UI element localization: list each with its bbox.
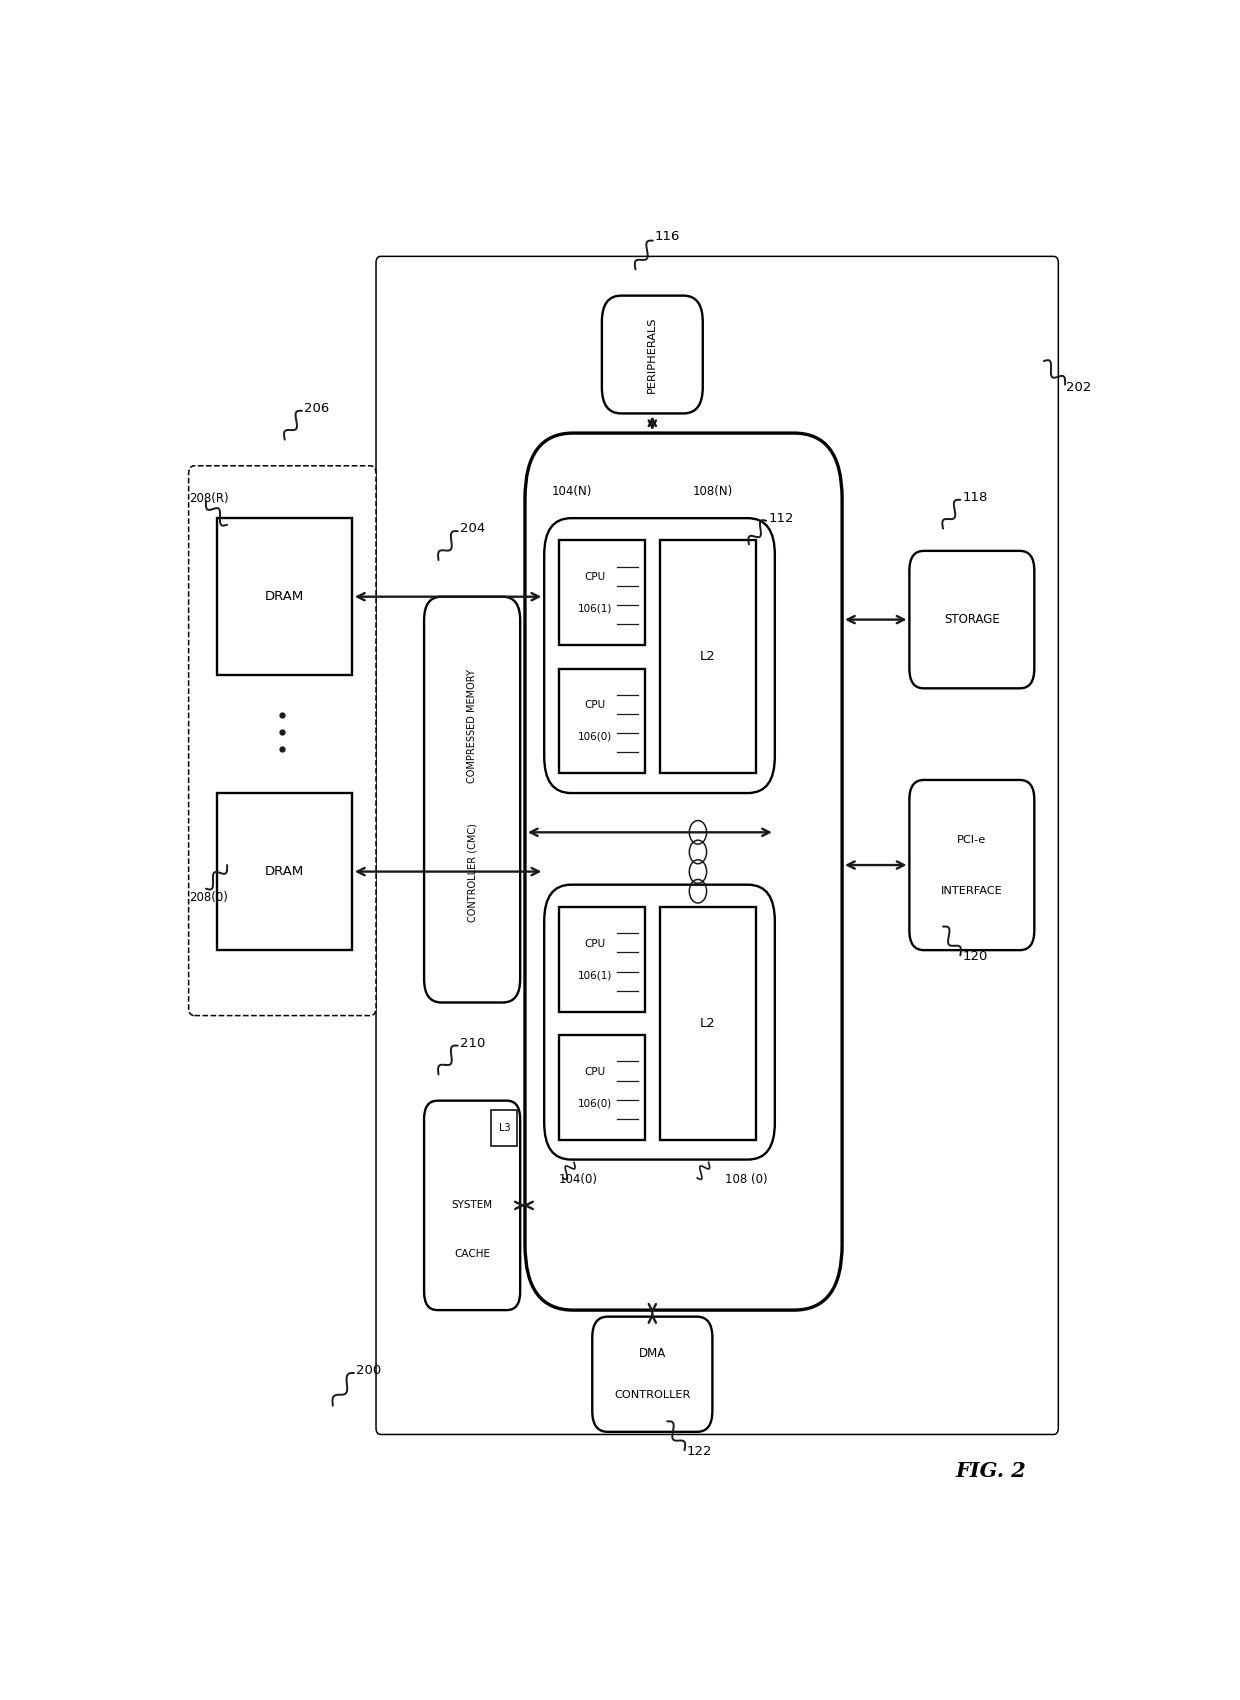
Text: L3: L3 [498,1124,510,1134]
Text: PCI-e: PCI-e [957,835,987,845]
Text: DRAM: DRAM [265,590,304,604]
Text: 204: 204 [460,522,485,536]
Text: 106(1): 106(1) [578,971,613,979]
Text: DMA: DMA [639,1346,666,1360]
Text: 108(N): 108(N) [693,486,733,498]
Text: 108 (0): 108 (0) [725,1173,768,1185]
Bar [491,1110,517,1146]
Text: 104(N): 104(N) [552,486,593,498]
Text: 104(0): 104(0) [558,1173,598,1185]
FancyBboxPatch shape [424,1100,521,1311]
FancyBboxPatch shape [909,551,1034,689]
Text: DRAM: DRAM [265,865,304,879]
FancyBboxPatch shape [593,1318,713,1431]
Text: 106(1): 106(1) [578,604,613,614]
Bar [559,668,645,774]
Text: 206: 206 [304,401,329,415]
Bar [217,792,352,950]
FancyBboxPatch shape [544,518,775,792]
Text: 208(R): 208(R) [188,491,228,505]
Bar [559,906,645,1011]
Text: 122: 122 [687,1445,712,1459]
Text: L2: L2 [699,1017,715,1030]
FancyBboxPatch shape [909,780,1034,950]
FancyBboxPatch shape [424,597,521,1003]
Text: CONTROLLER: CONTROLLER [614,1391,691,1401]
Bar [660,906,755,1141]
FancyBboxPatch shape [544,884,775,1159]
Text: CONTROLLER (CMC): CONTROLLER (CMC) [467,823,477,921]
FancyBboxPatch shape [525,434,842,1311]
Text: 112: 112 [768,512,794,525]
Text: 202: 202 [1066,381,1091,394]
Bar [660,541,755,774]
Text: STORAGE: STORAGE [944,614,999,626]
FancyBboxPatch shape [601,296,703,413]
Text: CPU: CPU [584,700,605,711]
Text: 106(0): 106(0) [578,731,613,741]
Text: FIG. 2: FIG. 2 [956,1460,1027,1481]
Bar [559,541,645,644]
Text: 120: 120 [962,950,987,964]
Text: CACHE: CACHE [454,1248,490,1258]
Text: CPU: CPU [584,938,605,949]
Text: CPU: CPU [584,1068,605,1076]
Text: 210: 210 [460,1037,485,1049]
Text: CPU: CPU [584,573,605,581]
Text: 106(0): 106(0) [578,1098,613,1108]
Bar [559,1035,645,1141]
Text: COMPRESSED MEMORY: COMPRESSED MEMORY [467,670,477,784]
Text: L2: L2 [699,651,715,663]
Text: SYSTEM: SYSTEM [451,1200,492,1210]
Text: PERIPHERALS: PERIPHERALS [647,316,657,393]
Text: 208(0): 208(0) [188,891,227,904]
Text: 116: 116 [655,230,680,243]
FancyBboxPatch shape [188,466,376,1015]
Bar [217,518,352,675]
Text: 118: 118 [962,491,987,503]
FancyBboxPatch shape [376,257,1058,1435]
Text: INTERFACE: INTERFACE [941,886,1003,896]
Text: 200: 200 [356,1363,381,1377]
